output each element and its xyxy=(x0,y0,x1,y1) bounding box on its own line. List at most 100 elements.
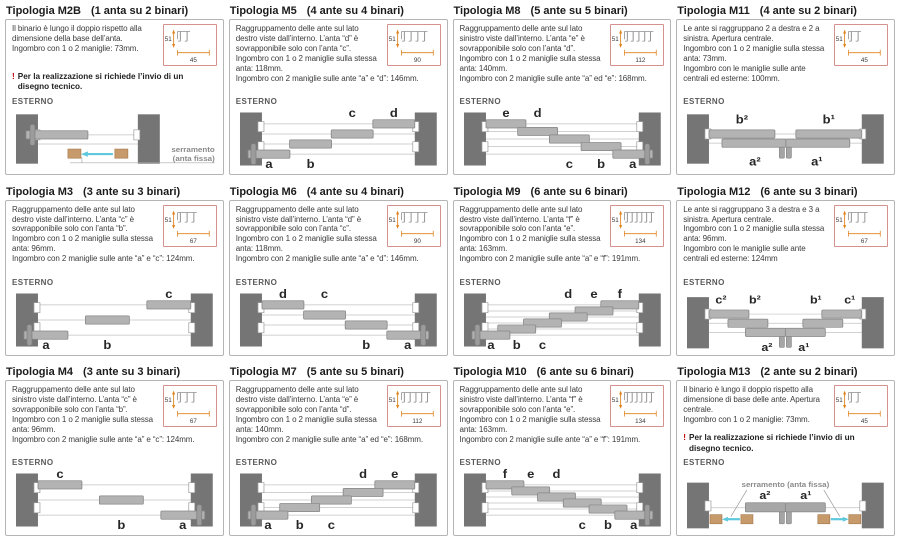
svg-text:e: e xyxy=(527,468,534,481)
typology-count: (5 ante su 5 binari) xyxy=(530,5,628,17)
card-title: Tipologia M10 (6 ante su 6 binari) xyxy=(454,366,672,378)
description-block: 51 134 Raggruppamento delle ante sul lato… xyxy=(460,385,665,444)
esterno-label: ESTERNO xyxy=(683,97,725,106)
technical-drawing-warning: ! Per la realizzazione si richiede l’inv… xyxy=(12,72,217,93)
svg-text:c: c xyxy=(321,288,328,301)
svg-text:c: c xyxy=(165,288,172,301)
card-body: 51 67 Le ante si raggruppano 3 a destra e… xyxy=(676,199,895,356)
typology-card-m13: Tipologia M13 (2 ante su 2 binari) 51 45 I… xyxy=(676,365,895,544)
svg-text:e: e xyxy=(391,468,398,481)
svg-text:a¹: a¹ xyxy=(811,155,823,168)
typology-count: (4 ante su 2 binari) xyxy=(759,5,857,17)
spacer xyxy=(683,83,888,97)
typology-count: (4 ante su 4 binari) xyxy=(306,5,404,17)
svg-text:a: a xyxy=(404,338,411,351)
svg-text:51: 51 xyxy=(165,36,172,43)
typology-name: Tipologia M6 xyxy=(229,185,297,198)
svg-text:d: d xyxy=(552,468,560,481)
svg-text:a¹: a¹ xyxy=(801,489,812,502)
svg-text:b: b xyxy=(604,519,612,532)
description-text: Il binario è lungo il doppio rispetto al… xyxy=(12,24,142,53)
svg-text:c²: c² xyxy=(716,293,727,306)
typology-name: Tipologia M5 xyxy=(229,5,297,17)
description-block: 51 112 Raggruppamento delle ante sul lato… xyxy=(460,24,665,83)
svg-text:51: 51 xyxy=(165,397,172,404)
svg-text:51: 51 xyxy=(612,397,619,404)
esterno-label: ESTERNO xyxy=(12,277,54,287)
warning-exclamation-icon: ! xyxy=(12,72,15,81)
typology-card-m2b: Tipologia M2B (1 anta su 2 binari) 51 45 I… xyxy=(5,4,224,183)
svg-text:134: 134 xyxy=(635,418,646,425)
typology-card-m3: Tipologia M3 (3 ante su 3 binari) 51 67 Ra… xyxy=(5,185,224,364)
svg-text:b: b xyxy=(103,338,111,351)
card-body: 51 67 Raggruppamento delle ante sul lato … xyxy=(5,380,224,537)
typology-count: (2 ante su 2 binari) xyxy=(760,366,858,379)
card-body: 51 45 Le ante si raggruppano 2 a destra e… xyxy=(676,19,895,175)
description-block: 51 134 Raggruppamento delle ante sul lato… xyxy=(459,204,665,264)
card-title: Tipologia M9 (6 ante su 6 binari) xyxy=(454,186,672,198)
svg-text:b: b xyxy=(512,338,520,351)
typology-card-m11: Tipologia M11 (4 ante su 2 binari) 51 45 L… xyxy=(676,4,895,183)
esterno-label: ESTERNO xyxy=(459,277,501,287)
svg-text:a²: a² xyxy=(760,489,771,502)
svg-text:b¹: b¹ xyxy=(823,113,835,126)
card-title: Tipologia M12 (6 ante su 3 binari) xyxy=(677,186,895,198)
svg-text:b²: b² xyxy=(749,293,761,306)
card-body: 51 90 Raggruppamento delle ante sul lato … xyxy=(228,199,448,356)
svg-text:d: d xyxy=(564,288,572,301)
svg-text:45: 45 xyxy=(190,57,197,64)
svg-text:a²: a² xyxy=(762,340,773,351)
description-block: 51 45 Le ante si raggruppano 2 a destra e… xyxy=(683,24,888,83)
card-body: 51 67 Raggruppamento delle ante sul lato … xyxy=(5,199,224,356)
typology-name: Tipologia M3 xyxy=(6,185,74,198)
svg-text:51: 51 xyxy=(612,36,619,43)
description-text: Raggruppamento delle ante sul lato destr… xyxy=(459,204,641,264)
typology-name: Tipologia M9 xyxy=(453,185,521,198)
description-text: Le ante si raggruppano 3 a destra e 3 a … xyxy=(683,204,825,264)
card-title: Tipologia M5 (4 ante su 4 binari) xyxy=(230,5,448,17)
dimension-diagram: 51 112 xyxy=(610,24,665,66)
typology-count: (3 ante su 3 binari) xyxy=(83,185,181,198)
svg-text:51: 51 xyxy=(612,217,619,224)
description-block: 51 90 Raggruppamento delle ante sul lato … xyxy=(236,24,441,83)
svg-text:a: a xyxy=(487,338,494,351)
typology-card-m12: Tipologia M12 (6 ante su 3 binari) 51 67 L… xyxy=(676,185,895,364)
warning-text: Per la realizzazione si richiede l’invio… xyxy=(688,433,855,453)
door-scheme-drawing: b² b¹ a² a¹ xyxy=(683,107,888,171)
door-scheme-drawing: a b c d e xyxy=(460,107,665,171)
door-scheme-drawing: a b c d e f xyxy=(460,468,665,532)
card-title: Tipologia M7 (5 ante su 5 binari) xyxy=(230,366,448,378)
description-block: 51 112 Raggruppamento delle ante sul lato… xyxy=(236,385,441,444)
svg-text:serramento: serramento xyxy=(171,145,215,154)
svg-text:51: 51 xyxy=(836,397,843,404)
svg-text:e: e xyxy=(590,288,597,301)
spacer xyxy=(12,264,217,278)
typology-name: Tipologia M11 xyxy=(677,5,750,17)
svg-text:112: 112 xyxy=(412,418,422,425)
dimension-diagram: 51 134 xyxy=(610,385,665,428)
typology-name: Tipologia M7 xyxy=(229,366,297,379)
svg-text:b²: b² xyxy=(736,113,748,126)
card-title: Tipologia M8 (5 ante su 5 binari) xyxy=(454,5,672,17)
svg-text:c: c xyxy=(56,468,63,481)
typology-name: Tipologia M8 xyxy=(453,5,521,17)
svg-text:d: d xyxy=(279,288,287,301)
spacer xyxy=(460,445,665,459)
spacer xyxy=(236,264,441,278)
svg-text:b: b xyxy=(306,158,314,171)
svg-text:b: b xyxy=(362,338,370,351)
technical-drawing-warning: ! Per la realizzazione si richiede l’inv… xyxy=(683,433,888,454)
typology-name: Tipologia M10 xyxy=(453,366,527,379)
typology-card-m5: Tipologia M5 (4 ante su 4 binari) 51 90 Ra… xyxy=(228,4,448,183)
svg-text:b: b xyxy=(117,519,125,532)
description-text: Raggruppamento delle ante sul lato sinis… xyxy=(235,204,419,264)
typology-name: Tipologia M13 xyxy=(677,366,751,379)
svg-text:d: d xyxy=(359,468,367,481)
dimension-diagram: 51 134 xyxy=(610,204,665,247)
spacer xyxy=(460,83,665,97)
description-text: Raggruppamento delle ante sul lato destr… xyxy=(235,385,423,444)
description-text: Raggruppamento delle ante sul lato sinis… xyxy=(459,24,647,83)
typology-count: (5 ante su 5 binari) xyxy=(306,366,404,379)
card-title: Tipologia M3 (3 ante su 3 binari) xyxy=(6,186,224,198)
svg-text:d: d xyxy=(390,107,398,120)
